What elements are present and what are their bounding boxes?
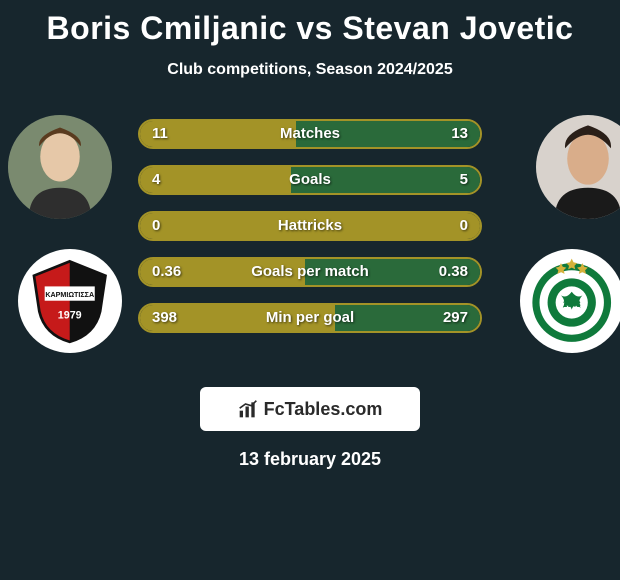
svg-text:1979: 1979 [58, 310, 82, 322]
stat-label: Hattricks [140, 213, 480, 239]
stat-row: Matches11 13 [138, 119, 482, 149]
stat-value-left: 0 [152, 213, 160, 239]
stat-value-left: 398 [152, 305, 177, 331]
stat-bars: Matches11 13 Goals4 5 Hattricks0 0 Goals per m… [138, 119, 482, 349]
stat-label: Matches [140, 121, 480, 147]
player-right-avatar [536, 115, 620, 219]
club-right-crest: 1948 [520, 249, 620, 353]
shield-icon: ΚΑΡΜΙΩΤΙΣΣΑ 1979 [25, 256, 114, 345]
stat-label: Min per goal [140, 305, 480, 331]
stat-row: Min per goal398 297 [138, 303, 482, 333]
stat-value-right: 13 [451, 121, 468, 147]
stat-value-right: 0 [460, 213, 468, 239]
brand-text: FcTables.com [264, 399, 383, 420]
svg-text:ΚΑΡΜΙΩΤΙΣΣΑ: ΚΑΡΜΙΩΤΙΣΣΑ [46, 291, 95, 299]
stat-label: Goals [140, 167, 480, 193]
comparison-area: ΚΑΡΜΙΩΤΙΣΣΑ 1979 1948 Matches11 13 Goals4 5… [0, 115, 620, 365]
brand-badge: FcTables.com [200, 387, 420, 431]
stat-row: Goals4 5 [138, 165, 482, 195]
chart-icon [238, 399, 258, 419]
person-icon [8, 115, 112, 219]
stat-value-left: 11 [152, 121, 168, 147]
stat-value-right: 5 [460, 167, 468, 193]
date-label: 13 february 2025 [0, 449, 620, 470]
page-title: Boris Cmiljanic vs Stevan Jovetic [0, 0, 620, 47]
stat-value-left: 0.36 [152, 259, 181, 285]
stat-value-left: 4 [152, 167, 160, 193]
stat-label: Goals per match [140, 259, 480, 285]
stat-row: Goals per match0.36 0.38 [138, 257, 482, 287]
stat-value-right: 297 [443, 305, 468, 331]
stat-row: Hattricks0 0 [138, 211, 482, 241]
stat-value-right: 0.38 [439, 259, 468, 285]
club-left-crest: ΚΑΡΜΙΩΤΙΣΣΑ 1979 [18, 249, 122, 353]
subtitle: Club competitions, Season 2024/2025 [0, 61, 620, 79]
player-left-avatar [8, 115, 112, 219]
person-icon [536, 115, 620, 219]
shield-icon: 1948 [527, 256, 616, 345]
